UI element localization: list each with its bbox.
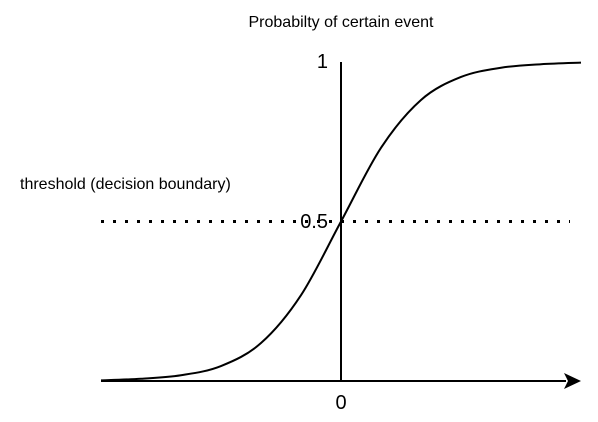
x-axis-arrowhead [564, 373, 581, 389]
threshold-label: threshold (decision boundary) [20, 176, 231, 193]
chart-title: Probabilty of certain event [249, 14, 435, 31]
x-origin-label: 0 [335, 392, 346, 414]
sigmoid-curve [100, 61, 582, 382]
y-tick-label-1: 1 [317, 51, 328, 73]
y-tick-label-0-5: 0.5 [300, 211, 328, 233]
